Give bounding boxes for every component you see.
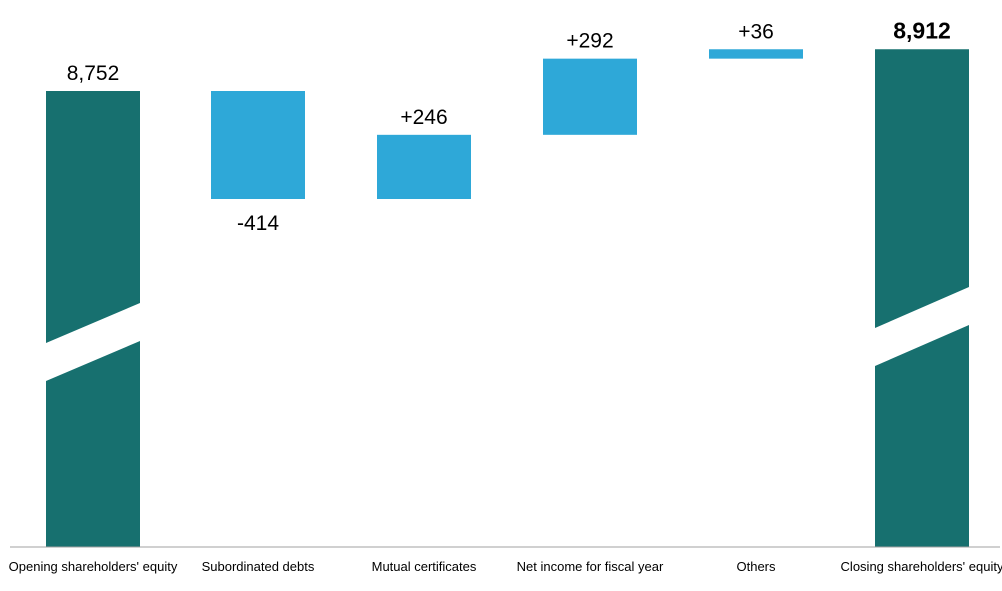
category-label-opening-shareholders-equity: Opening shareholders' equity <box>8 559 178 574</box>
bar-subordinated-debts <box>211 91 305 199</box>
value-label-mutual-certificates: +246 <box>400 106 447 129</box>
value-label-opening-shareholders-equity: 8,752 <box>67 62 120 85</box>
bar-closing-shareholders-equity-upper <box>875 49 969 329</box>
bar-net-income-for-fiscal-year <box>543 58 637 135</box>
category-label-others: Others <box>736 559 776 574</box>
bar-opening-shareholders-equity-upper <box>46 91 140 343</box>
category-label-closing-shareholders-equity: Closing shareholders' equity <box>840 559 1002 574</box>
category-label-mutual-certificates: Mutual certificates <box>371 559 477 574</box>
bar-mutual-certificates <box>377 134 471 199</box>
value-label-others: +36 <box>738 20 774 43</box>
bar-opening-shareholders-equity-lower <box>46 341 140 547</box>
bars-layer <box>46 49 969 547</box>
bar-closing-shareholders-equity-lower <box>875 325 969 547</box>
value-label-subordinated-debts: -414 <box>237 212 279 235</box>
category-label-subordinated-debts: Subordinated debts <box>201 559 315 574</box>
category-label-net-income-for-fiscal-year: Net income for fiscal year <box>516 559 664 574</box>
value-label-closing-shareholders-equity: 8,912 <box>893 17 951 43</box>
value-label-net-income-for-fiscal-year: +292 <box>566 30 613 53</box>
value-labels-layer: 8,752 -414 +246 +292 +36 8,912 <box>67 17 951 235</box>
bar-others <box>709 49 803 59</box>
